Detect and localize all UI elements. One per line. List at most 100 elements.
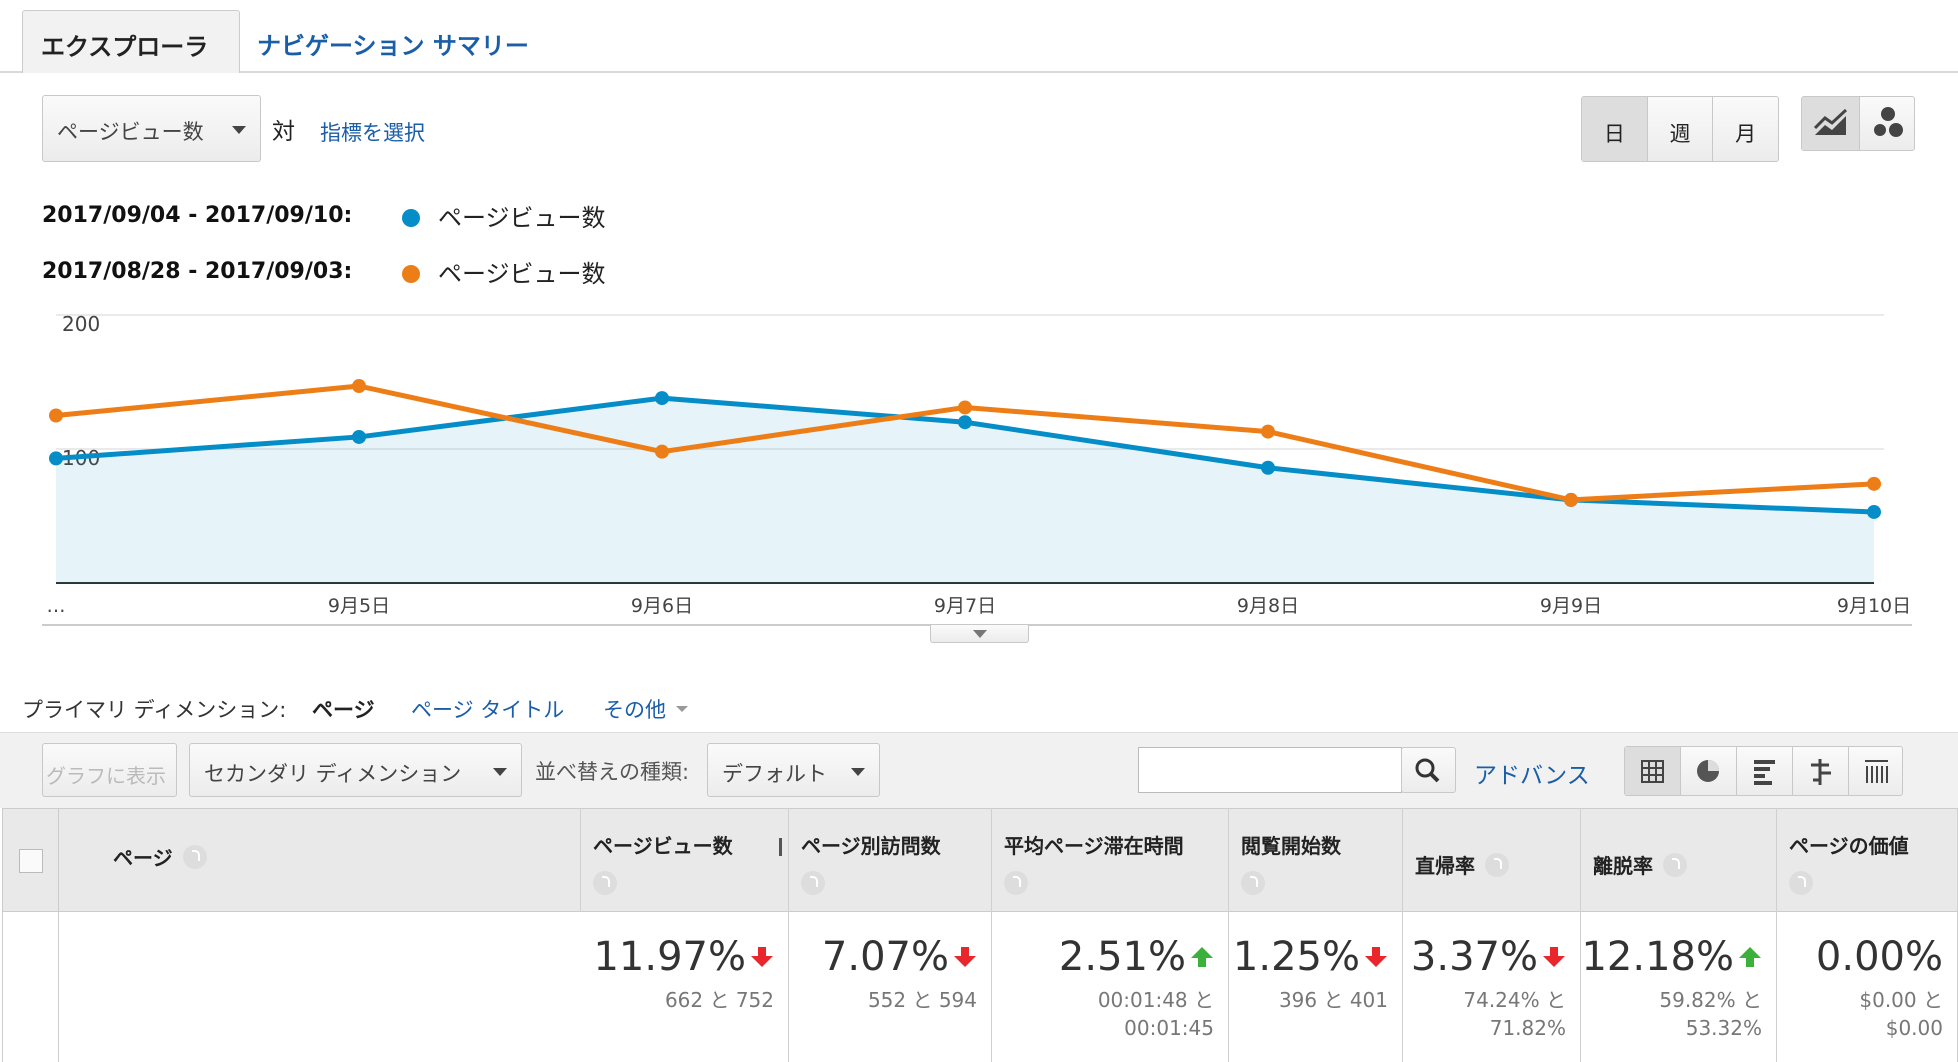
dimension-option[interactable]: ページ タイトル — [411, 698, 565, 722]
column-header[interactable]: 平均ページ滞在時間 — [992, 808, 1229, 912]
header-text: ページ — [113, 846, 173, 870]
summary-cell: 12.18% 59.82% と 53.32% — [1581, 912, 1777, 1062]
summary-cell: 7.07% 552 と 594 — [789, 912, 992, 1062]
period-button[interactable]: 月 — [1735, 122, 1757, 146]
secondary-dimension-dropdown[interactable]: セカンダリ ディメンション — [189, 743, 522, 797]
summary-value: 0.00% — [1815, 934, 1943, 980]
help-icon[interactable] — [1485, 852, 1509, 877]
table-view-button[interactable] — [1625, 747, 1681, 795]
header-text: ページビュー数 — [593, 834, 733, 858]
collapse-handle[interactable] — [930, 624, 1029, 643]
trend-arrow-shape — [1191, 947, 1213, 967]
data-point — [1261, 424, 1275, 439]
grid-icon — [1641, 760, 1664, 783]
motion-chart-button[interactable] — [1860, 97, 1917, 150]
compare-view-button[interactable] — [1793, 747, 1849, 795]
y-tick-label: 200 — [62, 312, 100, 336]
select-all-checkbox[interactable] — [19, 849, 43, 873]
summary-comparison: $0.00 と $0.00 — [1859, 988, 1943, 1040]
select-metric-link[interactable]: 指標を選択 — [320, 121, 425, 145]
advanced-link[interactable]: アドバンス — [1474, 763, 1590, 789]
sort-arrow — [779, 838, 782, 856]
dimension-option-text: その他 — [603, 698, 666, 722]
data-point — [352, 429, 366, 444]
header-text: 離脱率 — [1593, 854, 1653, 878]
summary-comparison: 396 と 401 — [1278, 988, 1388, 1012]
help-icon[interactable] — [1663, 852, 1687, 877]
data-point — [655, 391, 669, 406]
versus-label: 対 — [272, 119, 295, 145]
trend-arrow — [1365, 947, 1387, 967]
summary-value-row: 0.00% — [1816, 934, 1943, 980]
legend-label: ページビュー数 — [438, 260, 606, 288]
period-group: 日週月 — [1581, 96, 1779, 162]
header-text: ページの価値 — [1789, 834, 1909, 858]
help-icon[interactable] — [1004, 871, 1028, 895]
header-text: 平均ページ滞在時間 — [1004, 834, 1184, 858]
trend-arrow — [1543, 947, 1565, 967]
header-text: 直帰率 — [1415, 854, 1475, 878]
x-tick-label: 9月8日 — [1237, 595, 1299, 617]
column-header[interactable]: 閲覧開始数 — [1229, 808, 1403, 912]
help-icon[interactable] — [1789, 871, 1813, 895]
legend-date-range: 2017/09/04 - 2017/09/10: — [42, 203, 352, 228]
summary-value: 2.51% — [1058, 934, 1186, 980]
search-icon — [1415, 758, 1440, 783]
summary-comparison: 59.82% と 53.32% — [1659, 988, 1762, 1040]
summary-value-row: 1.25% — [1233, 934, 1388, 980]
column-header[interactable]: 直帰率 — [1403, 808, 1581, 912]
period-button[interactable]: 週 — [1648, 97, 1714, 161]
search-input[interactable] — [1138, 747, 1402, 793]
checkbox-column — [2, 808, 59, 1062]
line-icon — [1813, 108, 1848, 135]
help-icon[interactable] — [1241, 871, 1265, 895]
column-header[interactable]: 離脱率 — [1581, 808, 1777, 912]
series-area — [56, 398, 1874, 583]
header-text: ページ別訪問数 — [801, 834, 941, 858]
line-chart-button[interactable] — [1802, 97, 1860, 150]
tab[interactable]: ナビゲーション サマリー — [257, 32, 529, 60]
legend-swatch — [402, 209, 420, 227]
help-icon[interactable] — [182, 844, 207, 869]
summary-value: 1.25% — [1232, 934, 1360, 980]
search-button[interactable] — [1401, 747, 1456, 793]
data-point — [1867, 476, 1881, 491]
summary-value: 12.18% — [1581, 934, 1734, 980]
dimension-option[interactable]: ページ — [312, 698, 375, 722]
data-point — [958, 400, 972, 415]
sort-dropdown[interactable]: デフォルト — [707, 743, 880, 797]
tab[interactable]: エクスプローラ — [22, 10, 240, 73]
column-header[interactable]: ページビュー数 — [581, 808, 789, 912]
metric-dropdown[interactable]: ページビュー数 — [42, 95, 261, 162]
summary-cell: 11.97% 662 と 752 — [581, 912, 789, 1062]
table-header — [2, 808, 1958, 912]
bar-view-button[interactable] — [1737, 747, 1793, 795]
help-icon[interactable] — [593, 871, 617, 895]
summary-value: 11.97% — [593, 934, 746, 980]
summary-value: 7.07% — [821, 934, 949, 980]
column-header[interactable]: ページ別訪問数 — [789, 808, 992, 912]
trend-arrow — [1739, 947, 1761, 967]
period-button[interactable]: 日 — [1582, 97, 1648, 161]
x-tick-label: 9月7日 — [934, 595, 996, 617]
x-tick-label: 9月9日 — [1540, 595, 1602, 617]
summary-cell: 0.00% $0.00 と $0.00 — [1777, 912, 1958, 1062]
dimension-option[interactable]: その他 — [603, 694, 688, 724]
pivot-view-button[interactable] — [1849, 747, 1904, 795]
data-point — [49, 451, 63, 466]
bar-icon — [1754, 760, 1775, 785]
x-tick-label: … — [47, 595, 66, 617]
pie-view-button[interactable] — [1681, 747, 1737, 795]
column-header[interactable]: ページの価値 — [1777, 808, 1958, 912]
show-graph-button[interactable]: グラフに表示 — [42, 743, 177, 797]
x-tick-label: 9月5日 — [328, 595, 390, 617]
summary-value-row: 2.51% — [1059, 934, 1214, 980]
data-point — [655, 444, 669, 459]
secondary-dimension-text: セカンダリ ディメンション — [204, 762, 462, 786]
trend-arrow-shape — [751, 947, 773, 967]
help-icon[interactable] — [801, 871, 825, 895]
bubble-icon — [1874, 107, 1903, 137]
data-point — [49, 408, 63, 423]
